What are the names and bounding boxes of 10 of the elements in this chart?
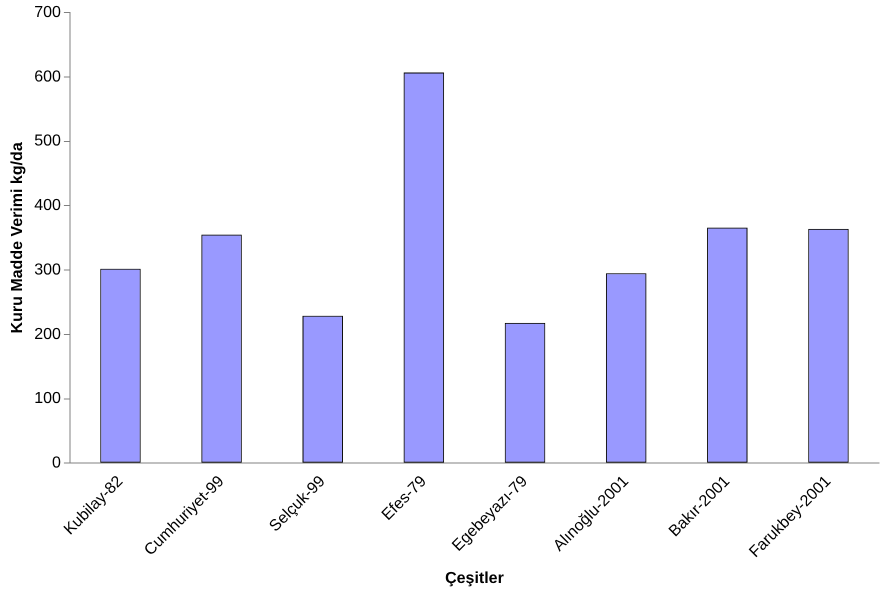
y-tick-label: 200 bbox=[34, 326, 61, 343]
y-tick-label: 400 bbox=[34, 197, 61, 214]
y-tick-label: 500 bbox=[34, 132, 61, 150]
y-axis-title: Kuru Madde Verimi kg/da bbox=[9, 142, 26, 334]
y-tick-label: 600 bbox=[34, 68, 61, 86]
y-tick-label: 300 bbox=[34, 261, 61, 278]
x-axis-title: Çeşitler bbox=[445, 570, 504, 587]
y-tick-label: 700 bbox=[34, 4, 61, 22]
y-tick-label: 100 bbox=[34, 390, 61, 408]
y-tick-label: 0 bbox=[52, 454, 61, 472]
